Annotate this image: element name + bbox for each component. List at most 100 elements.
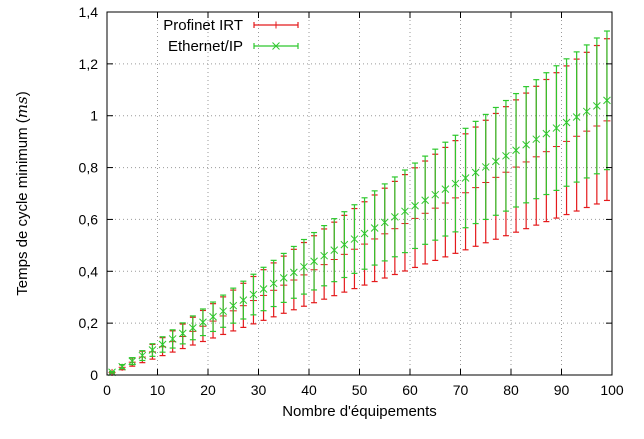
data-point-marker [411, 201, 419, 210]
data-point [401, 169, 409, 254]
data-point-marker [360, 229, 369, 238]
data-point [219, 294, 228, 328]
data-point-marker [491, 157, 500, 166]
y-tick-label: 1 [90, 108, 98, 124]
data-point-marker [118, 362, 127, 371]
data-point [128, 357, 137, 366]
data-point [431, 148, 440, 241]
series-layer [108, 30, 611, 377]
data-point [320, 224, 329, 287]
data-point-marker [178, 329, 187, 338]
y-tick-label: 0 [90, 367, 98, 383]
data-point-marker [148, 346, 157, 354]
data-point [168, 329, 177, 349]
grid [107, 12, 612, 375]
data-point-marker [603, 96, 611, 105]
data-point [310, 231, 318, 291]
data-point [158, 336, 167, 353]
data-point-marker [239, 296, 248, 304]
y-tick-label: 0,2 [79, 315, 99, 331]
data-point [592, 37, 601, 175]
data-point [199, 308, 207, 337]
data-point-marker [209, 312, 217, 321]
y-axis-label-unit: ms [13, 96, 31, 118]
data-point-marker [272, 42, 280, 50]
x-tick-label: 100 [600, 382, 624, 398]
data-point [522, 86, 531, 204]
data-point-marker [219, 307, 228, 316]
data-point-marker [441, 185, 450, 193]
x-tick-label: 90 [554, 382, 570, 398]
data-point [178, 322, 187, 345]
data-point-marker [461, 174, 470, 182]
legend: Profinet IRT Ethernet/IP [163, 17, 299, 55]
data-point [239, 280, 248, 320]
data-point [269, 259, 278, 308]
data-point [562, 58, 571, 187]
data-point [532, 79, 541, 200]
y-tick-label: 0,6 [79, 211, 99, 227]
legend-label: Ethernet/IP [168, 38, 243, 55]
data-point-marker [370, 224, 379, 232]
y-axis-label: Temps de cycle minimum (ms) [13, 91, 31, 295]
data-point [148, 343, 157, 357]
data-point-marker [532, 135, 541, 144]
data-point [300, 238, 308, 295]
data-point-marker [310, 257, 318, 266]
x-tick-label: 60 [402, 382, 418, 398]
x-tick-label: 0 [103, 382, 111, 398]
data-point [340, 211, 349, 279]
data-point [249, 273, 258, 316]
data-point-marker [350, 235, 359, 243]
data-point [451, 134, 460, 233]
data-point [279, 252, 288, 303]
data-point [390, 176, 399, 258]
data-point-marker [249, 290, 258, 299]
data-point [108, 368, 116, 377]
y-tick-label: 1,2 [79, 56, 99, 72]
y-axis-label-close: ) [14, 91, 31, 96]
data-point [209, 301, 217, 333]
series-profinet-irt [108, 38, 611, 376]
x-tick-label: 70 [453, 382, 469, 398]
data-point [502, 99, 510, 212]
x-tick-label: 30 [251, 382, 267, 398]
data-point-marker [390, 213, 399, 221]
data-point-marker [421, 196, 430, 205]
data-point [350, 204, 359, 274]
y-tick-label: 0,4 [79, 263, 99, 279]
data-point-marker [512, 146, 520, 155]
data-point-marker [158, 340, 167, 349]
data-point-marker [481, 163, 490, 171]
data-point [421, 155, 430, 245]
x-tick-label: 10 [150, 382, 166, 398]
data-point-marker [522, 140, 531, 149]
data-point [138, 350, 147, 362]
data-point-marker [552, 124, 561, 132]
data-point [330, 218, 339, 283]
data-point-marker [431, 190, 440, 199]
data-point-marker [471, 168, 480, 177]
data-point-marker [188, 323, 197, 332]
data-point-marker [320, 251, 329, 260]
data-point [572, 51, 581, 183]
data-point-marker [199, 318, 207, 327]
data-point [441, 141, 450, 237]
data-point [603, 30, 611, 171]
data-point [512, 92, 520, 208]
data-point [118, 362, 127, 371]
data-point [471, 120, 480, 225]
x-axis-label: Nombre d'équipements [282, 403, 437, 420]
data-point [229, 287, 238, 324]
data-point-marker [330, 246, 339, 255]
data-point-marker [138, 351, 147, 360]
y-tick-label: 1,4 [79, 4, 99, 20]
data-point [552, 65, 561, 191]
data-point-marker [340, 240, 349, 249]
data-point-marker [300, 262, 308, 271]
legend-label: Profinet IRT [163, 17, 243, 34]
data-point [380, 183, 389, 262]
x-tick-label: 50 [352, 382, 368, 398]
axis-ticks: 0 10 20 30 40 50 60 70 80 90 100 0 0,2 0,4 0,6 0,8 1 1,2 1… [79, 4, 624, 398]
